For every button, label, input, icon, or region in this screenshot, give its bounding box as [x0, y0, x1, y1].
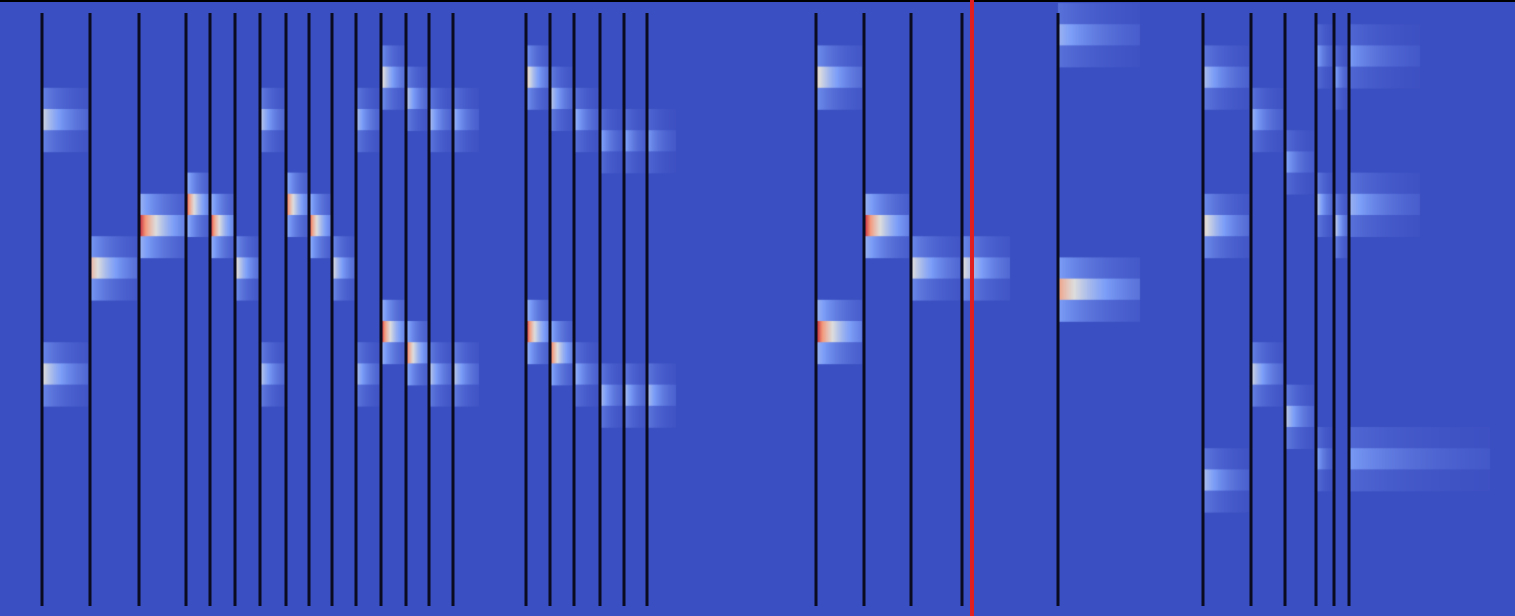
- chroma-heatmap: [0, 0, 1515, 616]
- heatmap-overlay: [0, 0, 1515, 616]
- chroma-heatmap-view: [0, 0, 1515, 616]
